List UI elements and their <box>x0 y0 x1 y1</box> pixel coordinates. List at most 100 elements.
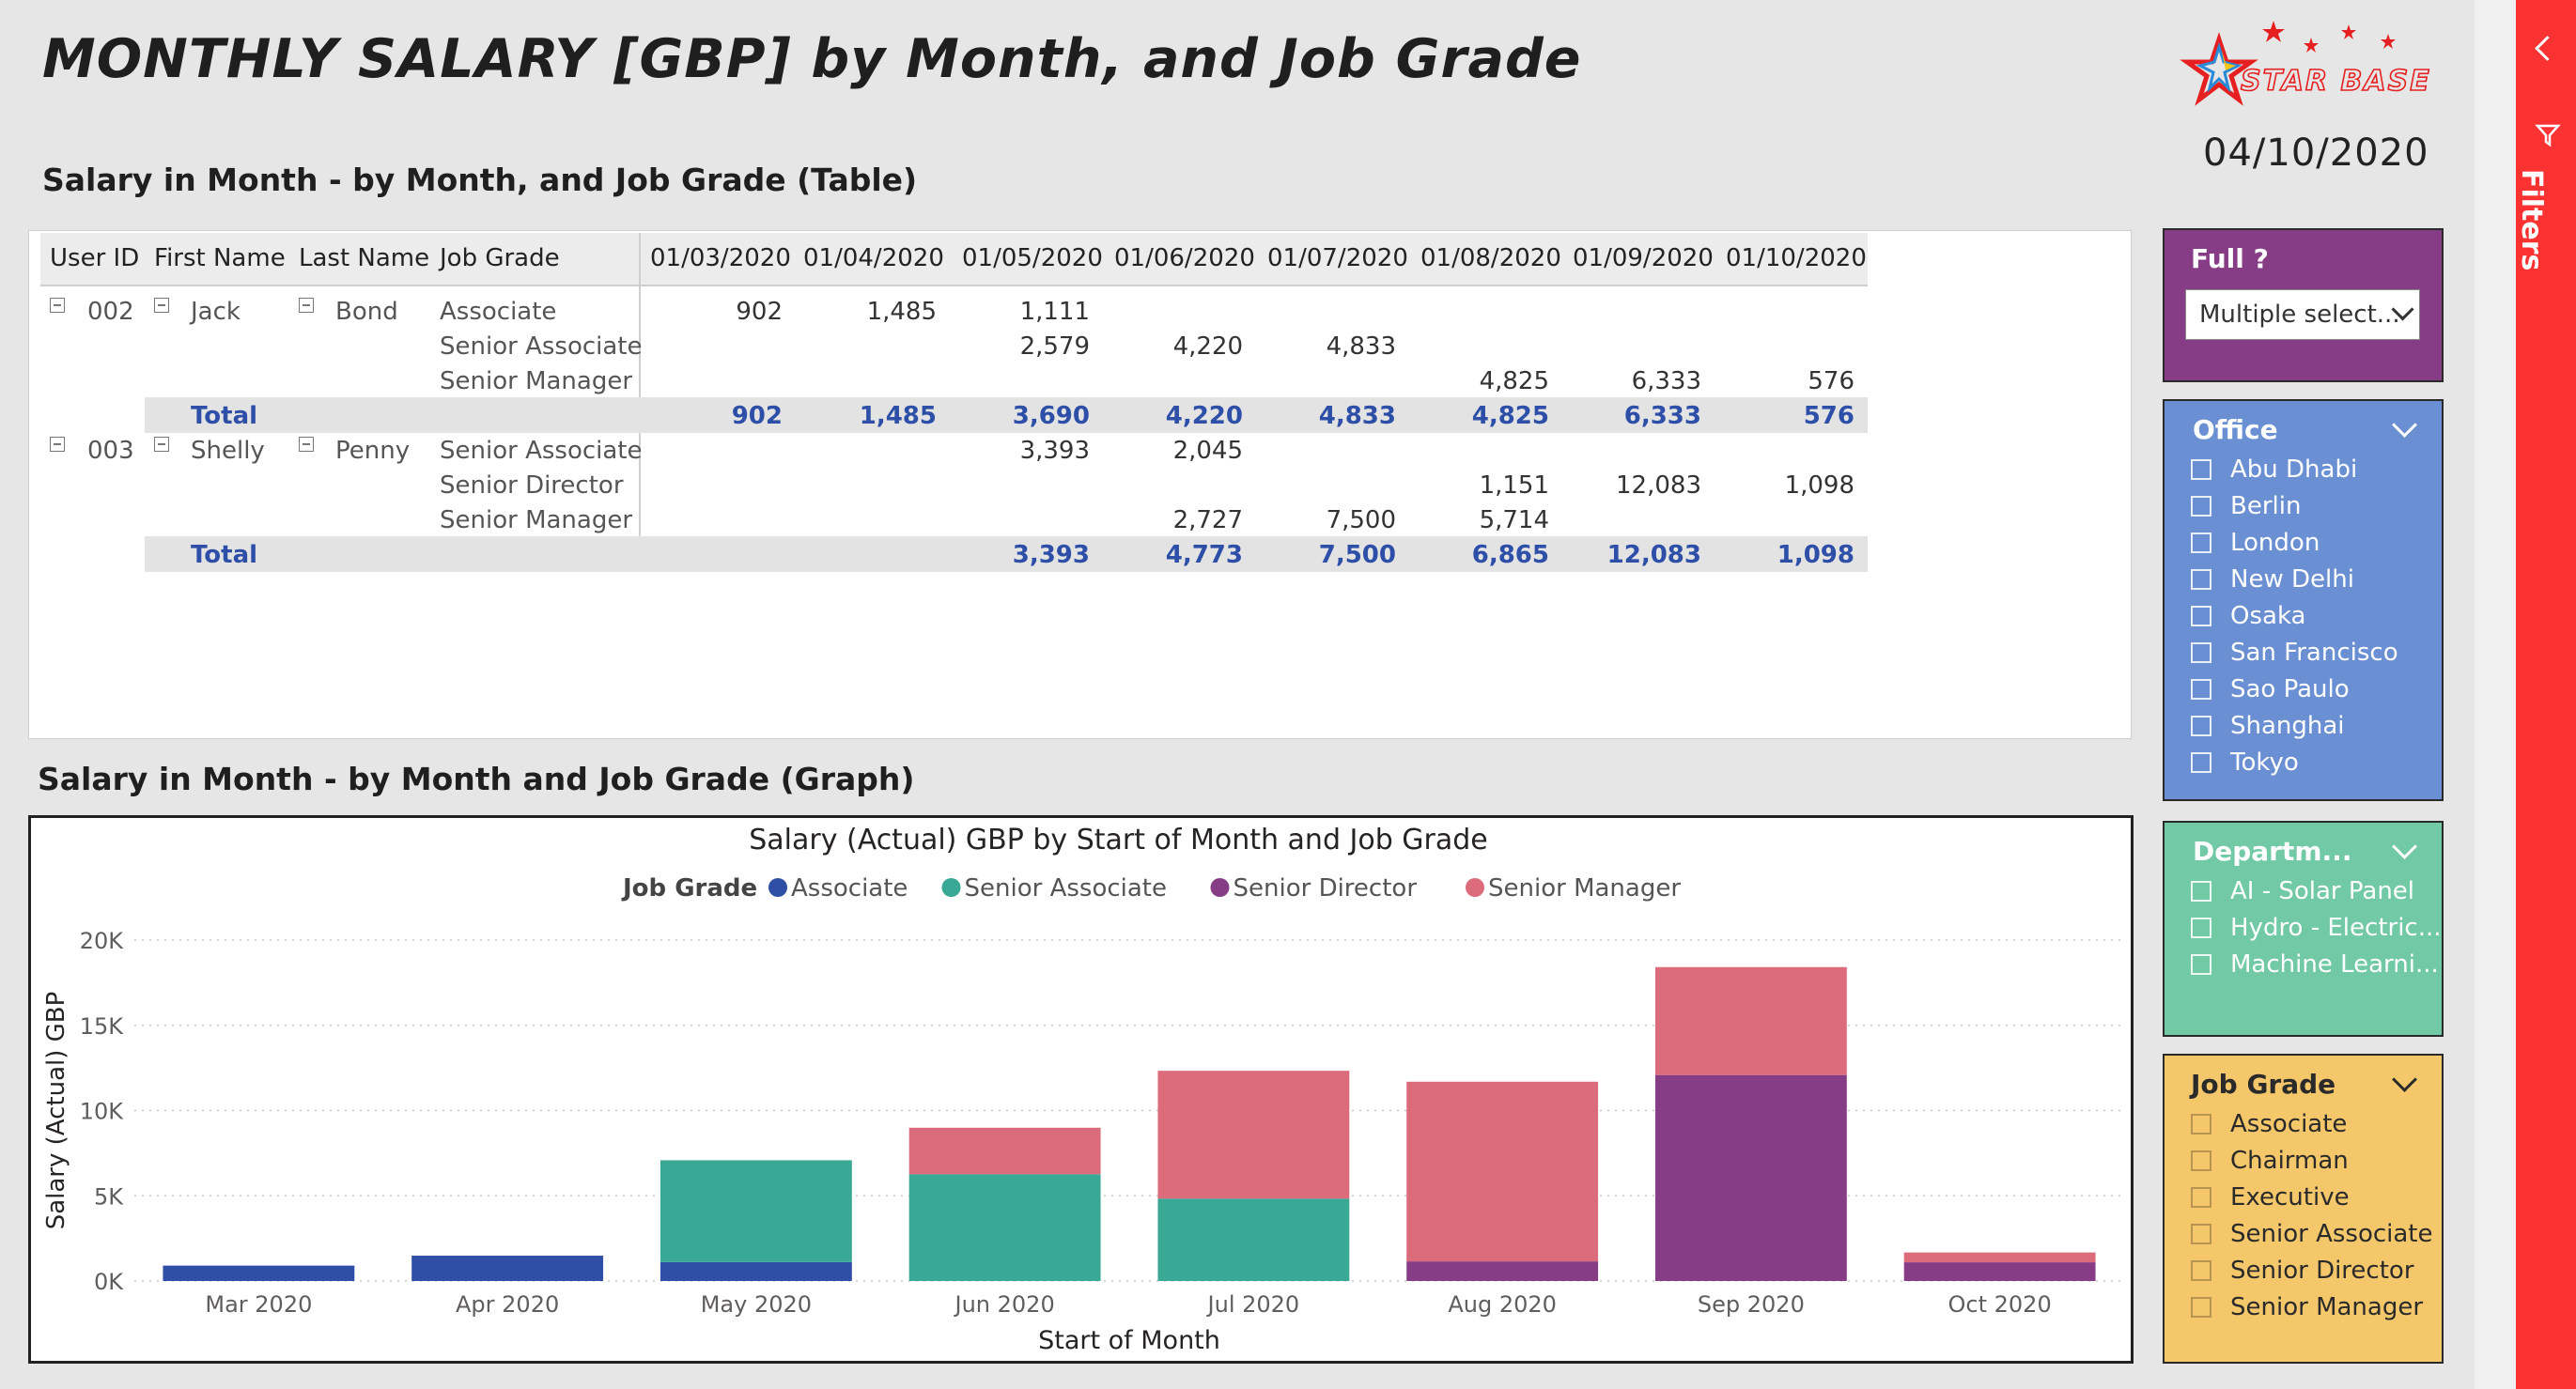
slicer-option[interactable]: New Delhi <box>2191 563 2426 595</box>
column-header-month[interactable]: 01/04/2020 <box>803 244 944 272</box>
column-header-month[interactable]: 01/09/2020 <box>1573 244 1714 272</box>
slicer-option[interactable]: Sao Paulo <box>2191 673 2426 705</box>
chevron-down-icon[interactable] <box>2392 834 2417 859</box>
cell-value: 2,579 <box>1019 332 1090 361</box>
collapse-user-003-icon[interactable] <box>50 437 65 452</box>
slicer-option[interactable]: London <box>2191 527 2426 559</box>
cell-value: 4,833 <box>1326 332 1396 361</box>
cell-job-grade: Senior Associate <box>440 332 643 361</box>
column-header-month[interactable]: 01/08/2020 <box>1420 244 1561 272</box>
total-value: 3,690 <box>1012 402 1090 430</box>
graph-section-title: Salary in Month - by Month and Job Grade… <box>38 761 915 797</box>
collapse-user-002-icon[interactable] <box>50 298 65 313</box>
column-header-month[interactable]: 01/06/2020 <box>1114 244 1255 272</box>
x-tick-label: May 2020 <box>701 1291 812 1318</box>
slicer-option[interactable]: Berlin <box>2191 490 2426 522</box>
slicer-option[interactable]: Shanghai <box>2191 710 2426 742</box>
chevron-down-icon[interactable] <box>2392 1067 2417 1092</box>
cell-value: 4,220 <box>1172 332 1243 361</box>
cell-value: 6,333 <box>1631 367 1701 395</box>
checkbox[interactable] <box>2191 496 2211 517</box>
checkbox[interactable] <box>2191 532 2211 553</box>
total-label: Total <box>191 541 258 569</box>
x-tick-label: Aug 2020 <box>1448 1291 1557 1318</box>
collapse-first-name-icon[interactable] <box>154 437 169 452</box>
cell-job-grade: Senior Manager <box>440 367 633 395</box>
checkbox[interactable] <box>2191 881 2211 902</box>
column-header-last-name[interactable]: Last Name <box>299 244 430 272</box>
bar-segment <box>1157 1071 1350 1199</box>
chevron-down-icon[interactable] <box>2392 412 2417 438</box>
slicer-option[interactable]: Executive <box>2191 1181 2426 1213</box>
checkbox[interactable] <box>2191 569 2211 590</box>
checkbox[interactable] <box>2191 1224 2211 1244</box>
column-header-month[interactable]: 01/10/2020 <box>1726 244 1867 272</box>
slicer-option[interactable]: San Francisco <box>2191 637 2426 669</box>
total-value: 6,333 <box>1623 402 1701 430</box>
slicer-option[interactable]: Senior Director <box>2191 1255 2426 1287</box>
slicer-option[interactable]: Senior Associate <box>2191 1218 2433 1250</box>
column-header-first-name[interactable]: First Name <box>154 244 286 272</box>
checkbox[interactable] <box>2191 752 2211 773</box>
checkbox[interactable] <box>2191 1150 2211 1171</box>
checkbox[interactable] <box>2191 1260 2211 1281</box>
cell-value: 2,045 <box>1172 437 1243 465</box>
cell-first-name: Jack <box>191 298 241 326</box>
cell-value: 7,500 <box>1326 506 1396 534</box>
slicer-option[interactable]: Senior Manager <box>2191 1291 2426 1323</box>
slicer-option[interactable]: Tokyo <box>2191 747 2426 779</box>
checkbox[interactable] <box>2191 679 2211 700</box>
slicer-option[interactable]: Hydro - Electric... <box>2191 912 2442 944</box>
slicer-option[interactable]: Associate <box>2191 1108 2426 1140</box>
bar-segment <box>1654 966 1847 1075</box>
slicer-job-grade-title: Job Grade <box>2191 1069 2336 1100</box>
checkbox[interactable] <box>2191 1187 2211 1208</box>
checkbox[interactable] <box>2191 716 2211 736</box>
table-header-divider <box>40 285 1868 286</box>
slicer-option-label: San Francisco <box>2230 639 2398 667</box>
cell-user-id: 003 <box>87 437 134 465</box>
stacked-bar-chart: Salary (Actual) GBP by Start of Month an… <box>28 815 2134 1364</box>
collapse-last-name-icon[interactable] <box>299 298 314 313</box>
funnel-icon[interactable] <box>2534 120 2562 148</box>
slicer-office: Office Abu Dhabi Berlin London New Delhi Osa… <box>2163 399 2444 801</box>
slicer-full-dropdown[interactable]: Multiple select... <box>2185 289 2420 340</box>
total-value: 12,083 <box>1606 541 1701 569</box>
column-header-month[interactable]: 01/05/2020 <box>962 244 1103 272</box>
filters-pane-label[interactable]: Filters <box>2515 169 2548 271</box>
bar-segment <box>1157 1198 1350 1281</box>
collapse-first-name-icon[interactable] <box>154 298 169 313</box>
checkbox[interactable] <box>2191 918 2211 938</box>
slicer-option[interactable]: Machine Learni... <box>2191 949 2439 980</box>
slicer-option-label: Berlin <box>2230 492 2302 520</box>
collapse-last-name-icon[interactable] <box>299 437 314 452</box>
checkbox[interactable] <box>2191 954 2211 975</box>
slicer-option[interactable]: Abu Dhabi <box>2191 454 2426 486</box>
slicer-option[interactable]: AI - Solar Panel <box>2191 875 2426 907</box>
slicer-option-label: Associate <box>2230 1110 2348 1138</box>
column-header-job-grade[interactable]: Job Grade <box>440 244 560 272</box>
column-header-month[interactable]: 01/03/2020 <box>650 244 791 272</box>
checkbox[interactable] <box>2191 459 2211 480</box>
checkbox[interactable] <box>2191 1114 2211 1134</box>
checkbox[interactable] <box>2191 606 2211 626</box>
cell-value: 1,151 <box>1479 471 1549 500</box>
bar-segment <box>163 1265 355 1281</box>
slicer-option[interactable]: Chairman <box>2191 1145 2426 1177</box>
total-value: 902 <box>731 402 783 430</box>
slicer-office-title: Office <box>2193 414 2278 445</box>
x-axis-label: Start of Month <box>1038 1326 1220 1355</box>
y-axis-label: Salary (Actual) GBP <box>42 992 70 1230</box>
column-header-month[interactable]: 01/07/2020 <box>1267 244 1408 272</box>
slicer-option-label: Executive <box>2230 1183 2350 1212</box>
slicer-department: Departm... AI - Solar Panel Hydro - Elect… <box>2163 821 2444 1037</box>
slicer-option-label: London <box>2230 529 2320 557</box>
checkbox[interactable] <box>2191 642 2211 663</box>
chart-canvas: Salary (Actual) GBP by Start of Month an… <box>42 824 2124 1355</box>
checkbox[interactable] <box>2191 1297 2211 1318</box>
filters-pane[interactable] <box>2516 0 2576 1389</box>
column-header-user-id[interactable]: User ID <box>50 244 140 272</box>
slicer-option[interactable]: Osaka <box>2191 600 2426 632</box>
slicer-option-label: New Delhi <box>2230 565 2354 594</box>
slicer-option-label: Chairman <box>2230 1147 2349 1175</box>
